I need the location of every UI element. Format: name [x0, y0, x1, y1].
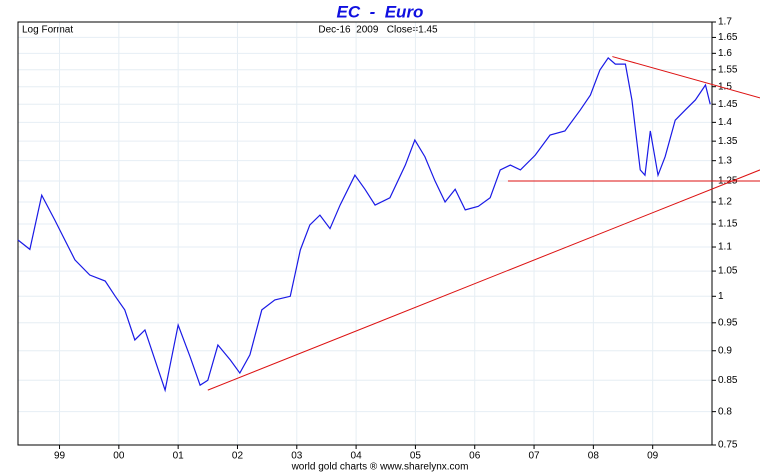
x-tick-label: 09: [647, 451, 659, 462]
y-tick-label: 0.9: [718, 345, 732, 356]
y-tick-label: 1.05: [718, 266, 738, 277]
x-tick-label: 06: [469, 451, 481, 462]
y-tick-label: 1.7: [718, 17, 732, 28]
footer: world gold charts ® www.sharelynx.com: [291, 462, 469, 473]
trend-line: [207, 169, 760, 391]
x-tick-label: 00: [113, 451, 125, 462]
y-tick-label: 1.6: [718, 48, 732, 59]
chart-title: EC - Euro: [337, 2, 424, 21]
x-tick-label: 01: [173, 451, 185, 462]
y-tick-label: 1.2: [718, 197, 732, 208]
price-line: [17, 56, 711, 393]
y-tick-label: 0.8: [718, 406, 732, 417]
x-tick-label: 08: [588, 451, 600, 462]
y-tick-label: 1.5: [718, 81, 732, 92]
x-tick-label: 99: [54, 451, 66, 462]
y-tick-label: 1.35: [718, 136, 738, 147]
y-tick-label: 1.55: [718, 64, 738, 75]
x-tick-label: 05: [410, 451, 422, 462]
subtitle: Dec-16 2009 Close=1.45: [318, 25, 438, 36]
x-tick-label: 02: [232, 451, 244, 462]
y-tick-label: 1.15: [718, 219, 738, 230]
y-tick-label: 1: [718, 291, 724, 302]
x-tick-label: 04: [351, 451, 363, 462]
plot-frame: [17, 21, 713, 446]
y-tick-label: 0.85: [718, 375, 738, 386]
y-tick-label: 1.65: [718, 32, 738, 43]
trend-line: [612, 56, 760, 99]
x-tick-label: 07: [528, 451, 540, 462]
corner-label: Log Format: [22, 25, 73, 36]
y-tick-label: 0.75: [718, 440, 738, 451]
y-tick-label: 1.4: [718, 117, 732, 128]
y-tick-label: 1.3: [718, 155, 732, 166]
y-tick-label: 1.1: [718, 242, 732, 253]
y-tick-label: 1.45: [718, 99, 738, 110]
y-tick-label: 0.95: [718, 317, 738, 328]
x-tick-label: 03: [291, 451, 303, 462]
